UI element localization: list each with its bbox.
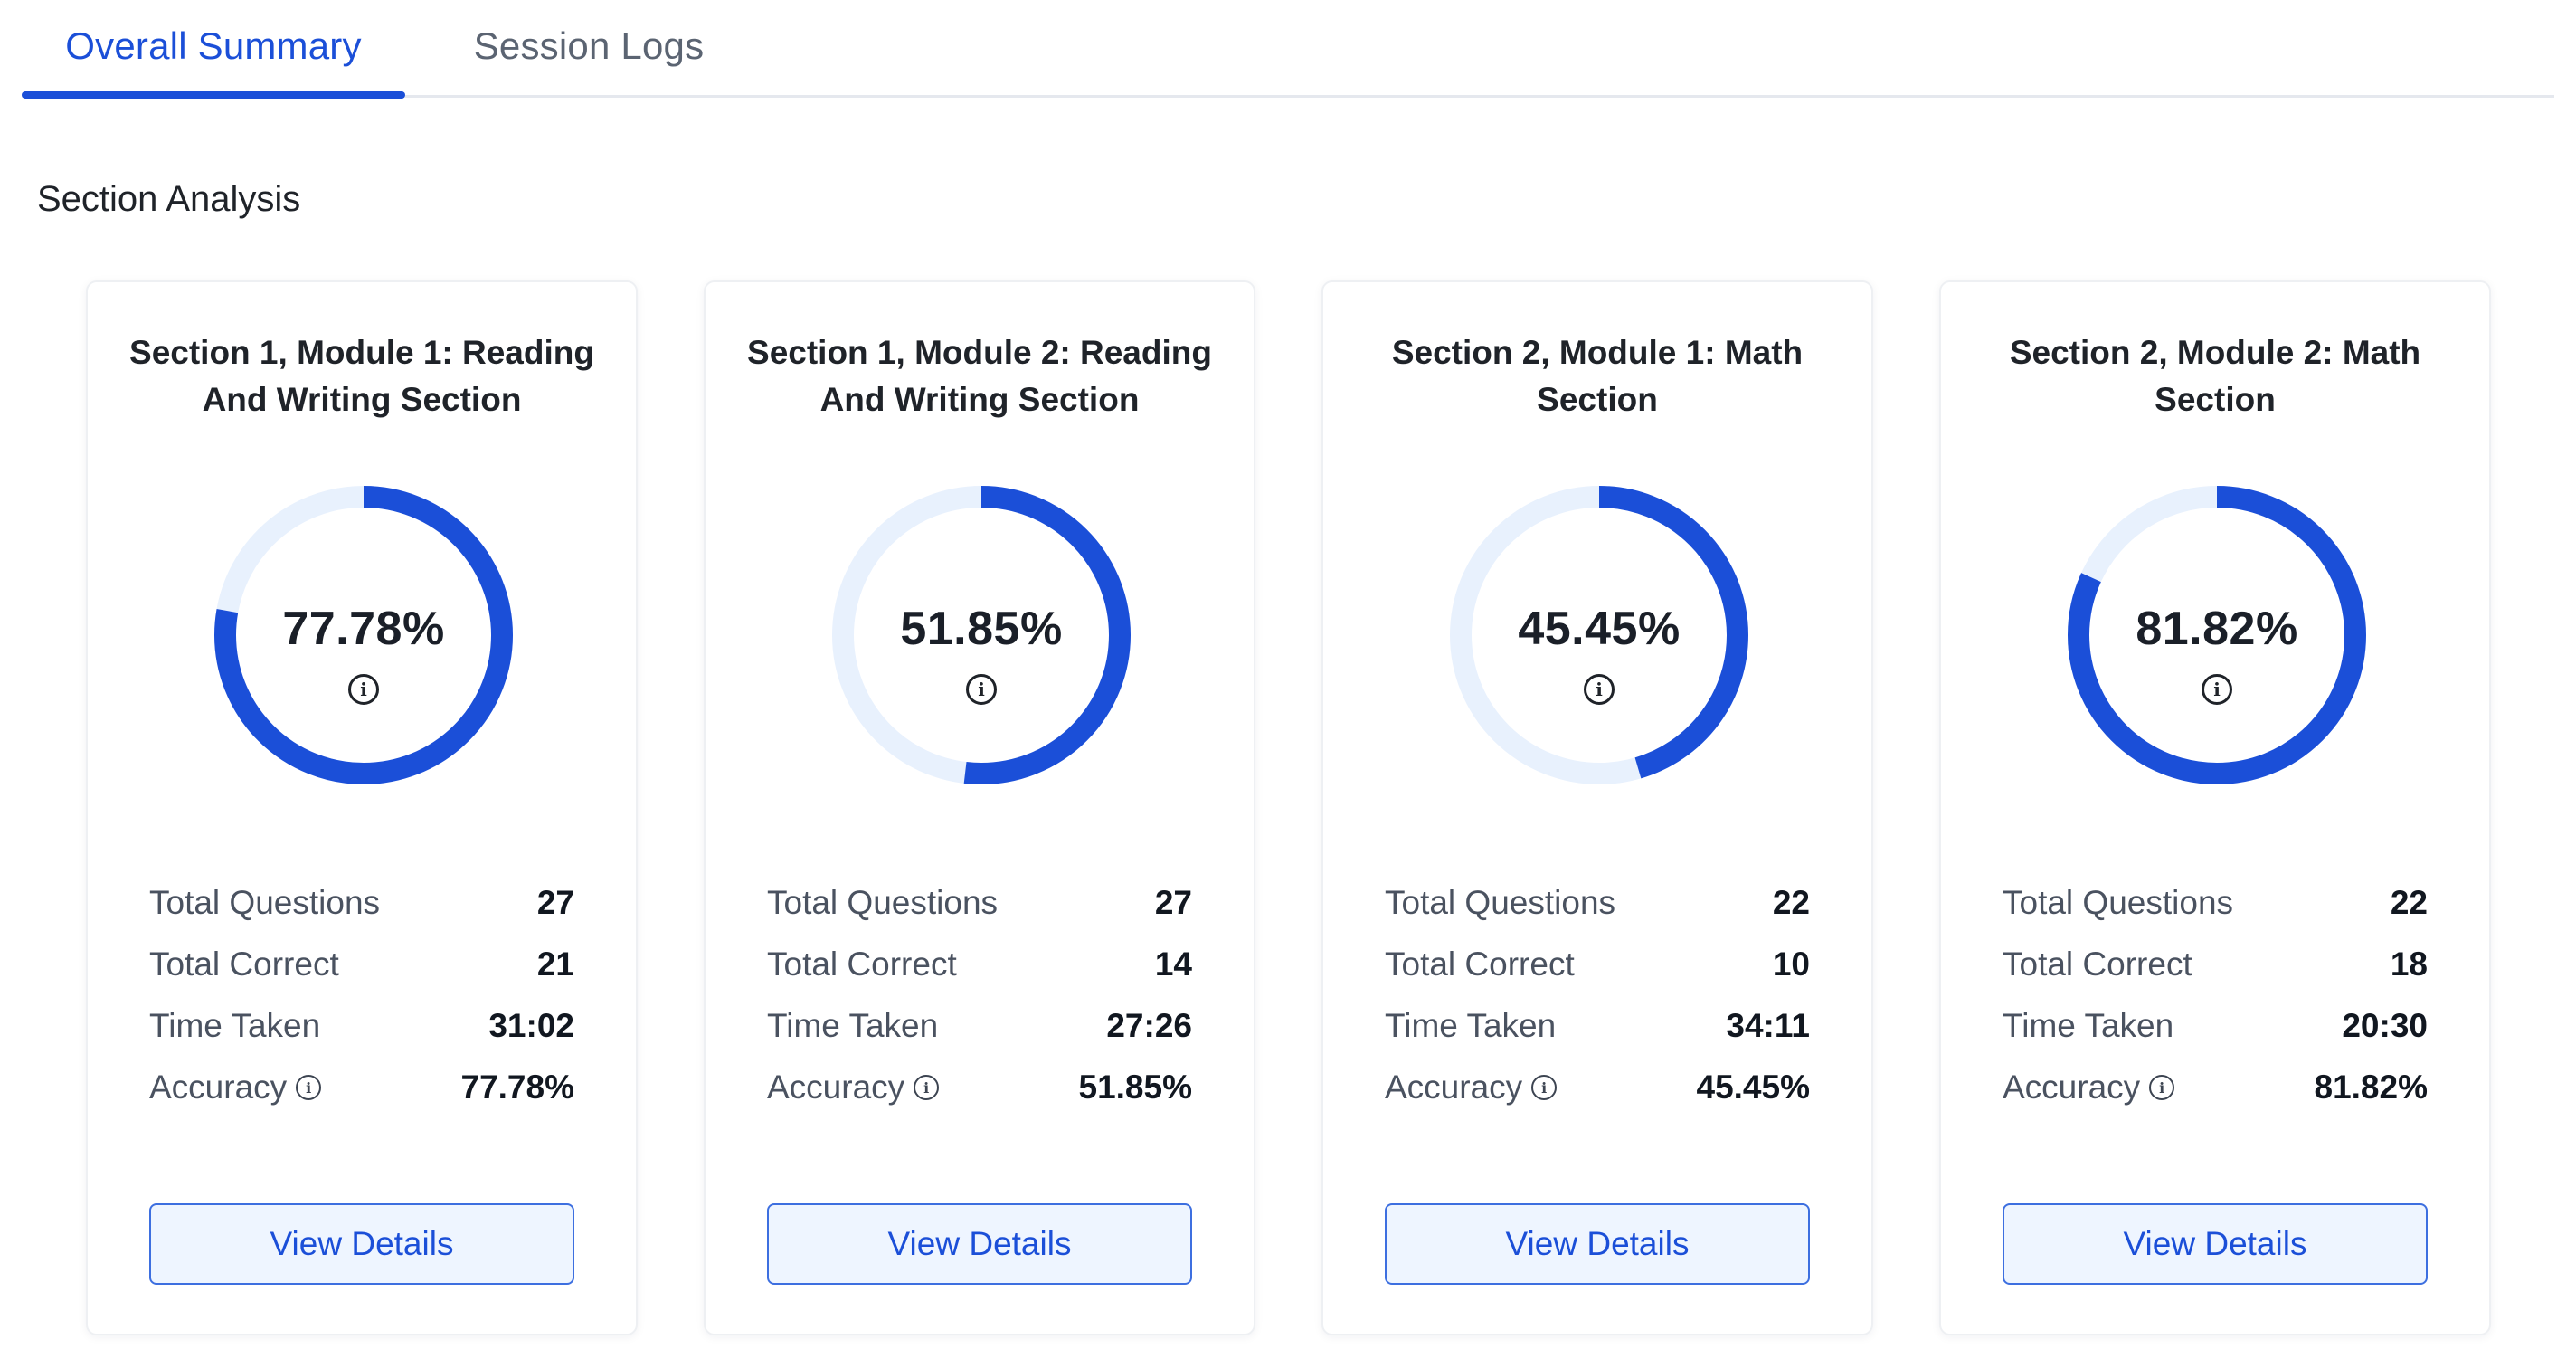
score-donut: 45.45% i xyxy=(1450,486,1748,784)
score-percentage: 45.45% xyxy=(1518,603,1681,655)
stat-value: 27 xyxy=(536,884,574,921)
stat-label: Time Taken xyxy=(2003,1007,2174,1044)
score-percentage: 51.85% xyxy=(900,603,1063,655)
score-donut: 77.78% i xyxy=(214,486,513,784)
stat-accuracy: Accuracy i 81.82% xyxy=(2003,1057,2428,1118)
tab-session-logs[interactable]: Session Logs xyxy=(473,24,705,67)
stat-label: Total Questions xyxy=(1385,884,1616,921)
stat-accuracy: Accuracy i 45.45% xyxy=(1385,1057,1810,1118)
view-details-button[interactable]: View Details xyxy=(149,1203,574,1285)
card-title: Section 1, Module 2: Reading And Writing… xyxy=(747,334,1212,418)
section-card: Section 2, Module 1: Math Section 45.45%… xyxy=(1321,280,1873,1335)
info-icon[interactable]: i xyxy=(1584,674,1615,705)
stat-value: 27:26 xyxy=(1106,1007,1192,1044)
score-donut: 81.82% i xyxy=(2068,486,2366,784)
stat-total-questions: Total Questions 22 xyxy=(2003,872,2428,934)
section-card: Section 1, Module 1: Reading And Writing… xyxy=(86,280,638,1335)
stat-time-taken: Time Taken 20:30 xyxy=(2003,995,2428,1057)
accuracy-label-text: Accuracy xyxy=(1385,1069,1523,1106)
stat-label: Total Questions xyxy=(2003,884,2234,921)
stat-total-correct: Total Correct 14 xyxy=(767,934,1192,995)
donut-chart xyxy=(214,486,513,784)
info-icon[interactable]: i xyxy=(966,674,997,705)
stat-total-correct: Total Correct 21 xyxy=(149,934,574,995)
stat-value: 81.82% xyxy=(2314,1069,2429,1106)
stat-time-taken: Time Taken 27:26 xyxy=(767,995,1192,1057)
stat-total-correct: Total Correct 18 xyxy=(2003,934,2428,995)
stat-accuracy: Accuracy i 51.85% xyxy=(767,1057,1192,1118)
stat-label: Total Correct xyxy=(149,945,339,983)
donut-chart xyxy=(1450,486,1748,784)
score-percentage: 77.78% xyxy=(282,603,445,655)
donut-progress-arc xyxy=(214,486,513,784)
stat-label: Time Taken xyxy=(767,1007,939,1044)
donut-chart xyxy=(2068,486,2366,784)
stats-list: Total Questions 22 Total Correct 10 Time… xyxy=(1385,872,1810,1118)
stat-label: Accuracy i xyxy=(1385,1069,1558,1107)
stat-label: Total Questions xyxy=(767,884,999,921)
stat-total-questions: Total Questions 27 xyxy=(767,872,1192,934)
stat-accuracy: Accuracy i 77.78% xyxy=(149,1057,574,1118)
stat-value: 18 xyxy=(2390,945,2428,983)
donut-progress-arc xyxy=(1450,486,1748,784)
info-icon[interactable]: i xyxy=(914,1075,940,1100)
accuracy-label-text: Accuracy xyxy=(2003,1069,2141,1106)
stat-value: 77.78% xyxy=(460,1069,575,1106)
info-icon[interactable]: i xyxy=(1531,1075,1558,1100)
stat-value: 10 xyxy=(1772,945,1810,983)
stat-label: Time Taken xyxy=(1385,1007,1557,1044)
stat-value: 51.85% xyxy=(1078,1069,1193,1106)
section-cards: Section 1, Module 1: Reading And Writing… xyxy=(86,280,2492,1335)
stat-label: Time Taken xyxy=(149,1007,321,1044)
card-title: Section 2, Module 1: Math Section xyxy=(1391,334,1804,418)
info-icon[interactable]: i xyxy=(2202,674,2232,705)
stat-label: Total Correct xyxy=(1385,945,1575,983)
view-details-button[interactable]: View Details xyxy=(1385,1203,1810,1285)
stat-label: Accuracy i xyxy=(2003,1069,2175,1107)
score-donut: 51.85% i xyxy=(832,486,1131,784)
accuracy-label-text: Accuracy xyxy=(149,1069,288,1106)
stat-label: Accuracy i xyxy=(149,1069,322,1107)
stat-total-questions: Total Questions 27 xyxy=(149,872,574,934)
section-analysis-heading: Section Analysis xyxy=(37,179,301,219)
info-icon[interactable]: i xyxy=(348,674,379,705)
stat-label: Total Questions xyxy=(149,884,381,921)
stat-label: Accuracy i xyxy=(767,1069,940,1107)
stats-list: Total Questions 22 Total Correct 18 Time… xyxy=(2003,872,2428,1118)
score-percentage: 81.82% xyxy=(2136,603,2298,655)
stat-value: 20:30 xyxy=(2342,1007,2428,1044)
stat-value: 31:02 xyxy=(488,1007,574,1044)
stat-label: Total Correct xyxy=(2003,945,2192,983)
accuracy-label-text: Accuracy xyxy=(767,1069,905,1106)
view-details-button[interactable]: View Details xyxy=(767,1203,1192,1285)
card-title: Section 2, Module 2: Math Section xyxy=(2009,334,2421,418)
stat-time-taken: Time Taken 31:02 xyxy=(149,995,574,1057)
card-title: Section 1, Module 1: Reading And Writing… xyxy=(129,334,594,418)
info-icon[interactable]: i xyxy=(296,1075,322,1100)
stat-label: Total Correct xyxy=(767,945,957,983)
stat-value: 34:11 xyxy=(1726,1007,1810,1044)
section-card: Section 1, Module 2: Reading And Writing… xyxy=(704,280,1255,1335)
tab-bar: Overall Summary Session Logs xyxy=(22,0,2554,99)
stats-list: Total Questions 27 Total Correct 21 Time… xyxy=(149,872,574,1118)
stat-value: 14 xyxy=(1154,945,1192,983)
donut-chart xyxy=(832,486,1131,784)
stat-value: 21 xyxy=(536,945,574,983)
stat-total-questions: Total Questions 22 xyxy=(1385,872,1810,934)
stat-total-correct: Total Correct 10 xyxy=(1385,934,1810,995)
donut-progress-arc xyxy=(832,486,1131,784)
stat-value: 27 xyxy=(1154,884,1192,921)
stats-list: Total Questions 27 Total Correct 14 Time… xyxy=(767,872,1192,1118)
tab-overall-summary[interactable]: Overall Summary xyxy=(22,0,405,99)
info-icon[interactable]: i xyxy=(2149,1075,2175,1100)
stat-value: 22 xyxy=(1772,884,1810,921)
stat-time-taken: Time Taken 34:11 xyxy=(1385,995,1810,1057)
section-card: Section 2, Module 2: Math Section 81.82%… xyxy=(1939,280,2491,1335)
donut-progress-arc xyxy=(2068,486,2366,784)
stat-value: 45.45% xyxy=(1696,1069,1811,1106)
stat-value: 22 xyxy=(2390,884,2428,921)
view-details-button[interactable]: View Details xyxy=(2003,1203,2428,1285)
